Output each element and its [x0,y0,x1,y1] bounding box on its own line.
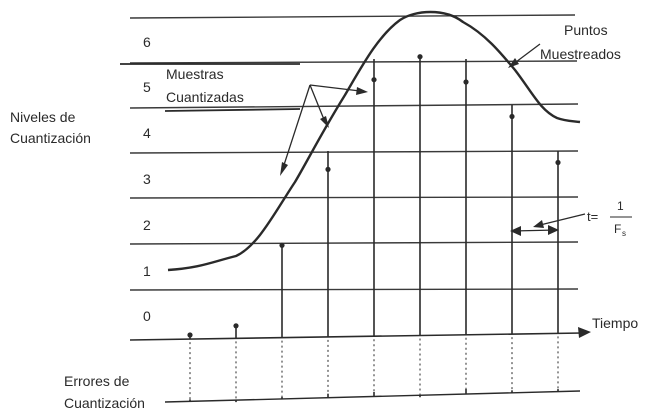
level-label-4: 4 [143,125,151,141]
error-baseline [165,391,580,402]
level-label-2: 2 [143,217,151,233]
error-connectors [190,336,558,401]
time-axis-arrowhead [578,327,591,338]
level-line-1 [130,289,578,290]
errors-label-line1: Errores de [64,373,130,389]
level-label-1: 1 [143,263,151,279]
period-pointer-arrow [533,220,544,228]
level-label-3: 3 [143,171,151,187]
level-labels: 6 5 4 3 2 1 0 [143,34,151,324]
level-line-top [130,15,575,18]
level-line-3 [130,197,578,198]
period-numerator: 1 [617,199,624,213]
quantized-arrow-3 [356,87,368,95]
quantized-label-line1: Muestras [166,66,224,82]
level-label-6: 6 [143,34,151,50]
period-prefix: t= [587,209,598,224]
level-line-4 [130,151,578,153]
sample-point [187,332,192,337]
period-denominator: F [614,222,621,236]
sample-point [279,243,284,248]
sample-point [417,54,422,59]
time-axis [130,327,591,340]
sample-point [325,167,330,172]
sampled-label-line2: Muestreados [540,46,621,62]
level-line-2 [130,242,578,244]
period-subscript: s [622,229,626,238]
quantized-label-line2: Cuantizadas [166,89,244,105]
time-axis-label: Tiempo [592,315,638,331]
sample-point [463,79,468,84]
quantized-underline-bottom [165,109,300,111]
level-label-5: 5 [143,79,151,95]
sample-point [509,114,514,119]
y-axis-label-line1: Niveles de [10,109,76,125]
quantized-arrow-1 [280,162,288,176]
sample-point [555,160,560,165]
sampled-label-line1: Puntos [564,22,608,38]
sampled-annotation [508,44,540,68]
sample-point [233,323,238,328]
errors-label-line2: Cuantización [64,395,145,411]
y-axis-label-line2: Cuantización [10,130,91,146]
level-lines [130,15,578,290]
level-label-0: 0 [143,308,151,324]
sample-point [371,77,376,82]
